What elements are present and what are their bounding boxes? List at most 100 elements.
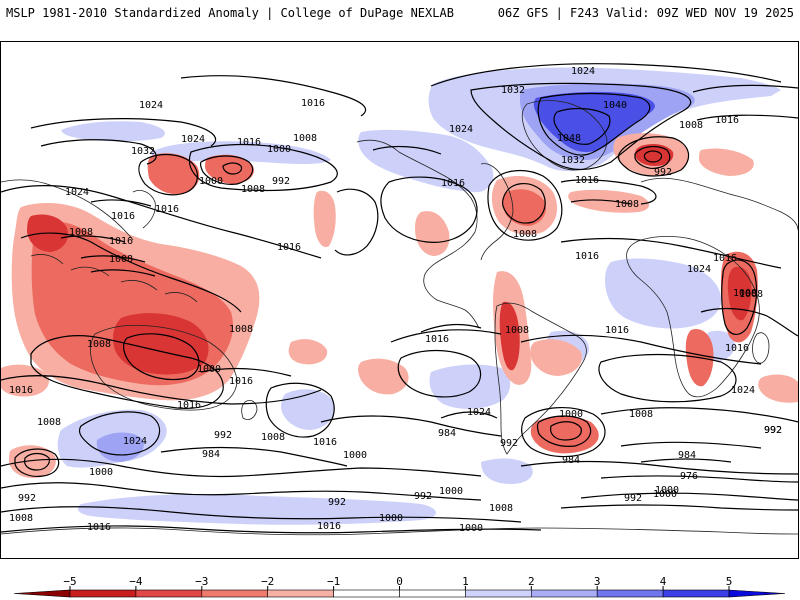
isobar-label: 984 [678, 450, 696, 461]
colorbar-segment [465, 589, 532, 598]
isobar-label: 1008 [513, 229, 537, 240]
isobar-label: 1000 [343, 450, 367, 461]
negative-anomaly-west-pacific-low [147, 153, 200, 195]
isobar-1024-south-atlantic-high [598, 353, 737, 403]
isobar-label: 992 [272, 176, 290, 187]
isobar-1016-west-pacific-2 [90, 199, 152, 207]
colorbar-segment [333, 589, 400, 598]
isobar-992-europe-low [643, 150, 663, 163]
positive-anomaly-south-pacific [281, 389, 335, 430]
isobar-1008-south-pacific [320, 415, 502, 437]
isobar-label: 1016 [9, 385, 33, 396]
isobar-label: 992 [414, 491, 432, 502]
isobar-1000-us-east [502, 183, 546, 224]
isobar-1008-south-indian [600, 407, 798, 423]
isobar-label: 992 [18, 493, 36, 504]
isobar-992-southern-ocean [1, 482, 482, 501]
isobar-label: 1016 [237, 137, 261, 148]
isobar-label: 1024 [571, 66, 595, 77]
isobar-label: 1000 [559, 409, 583, 420]
isobar-1016-south-atlantic [520, 334, 762, 365]
positive-anomaly-north-pacific [61, 121, 165, 142]
coast-asia-west [1, 179, 134, 241]
coastlines [1, 100, 798, 536]
isobar-1000-australia [123, 333, 200, 381]
isobar-label: 1016 [317, 521, 341, 532]
coast-new-zealand [241, 400, 258, 420]
isobar-label: 1000 [267, 144, 291, 155]
isobar-label: 984 [438, 428, 456, 439]
isobar-1016-south-america [420, 323, 482, 333]
isobar-1024-south-pacific [397, 349, 482, 398]
isobar-1016-africa [560, 237, 782, 269]
isobar-1008-europe-low [617, 136, 690, 177]
isobar-label: 1016 [425, 334, 449, 345]
isobar-1016-indopacific [1, 185, 322, 259]
isobar-label: 1000 [655, 485, 679, 496]
coast-australia [90, 324, 238, 411]
isobar-label: 1000 [459, 523, 483, 534]
isobar-1032-greenland [470, 82, 692, 171]
isobar-label: 992 [764, 425, 782, 436]
isobar-label: 1040 [603, 100, 627, 111]
isobar-label: 1008 [629, 409, 653, 420]
isobar-label: 992 [328, 497, 346, 508]
isobar-label: 1048 [557, 133, 581, 144]
colorbar-segments [13, 589, 786, 598]
isobar-1048-greenland [553, 107, 611, 145]
isobar-label: 1016 [229, 376, 253, 387]
positive-anomaly-antarctic [77, 494, 436, 525]
positive-anomaly-southern-ocean-w-core [96, 432, 144, 462]
isobar-label: 1008 [739, 289, 763, 300]
isobar-1008-australia [30, 335, 224, 409]
isobar-label: 1016 [177, 400, 201, 411]
map-title: MSLP 1981-2010 Standardized Anomaly | Co… [6, 6, 454, 20]
isobar-1000-aleutian [200, 155, 254, 185]
isobar-1008-atlantic [570, 199, 632, 205]
isobar-label: 1008 [37, 417, 61, 428]
isobar-1016-central-pacific-south [200, 367, 292, 377]
isobar-984-southern-ocean [160, 446, 348, 467]
isobar-1008-east-africa [721, 259, 758, 335]
positive-anomaly-east-asia [151, 141, 331, 164]
isobar-label: 1008 [229, 324, 253, 335]
isobar-1016-asia-2 [80, 255, 146, 263]
isobar-label: 1016 [713, 253, 737, 264]
negative-anomaly-central-pacific [313, 190, 336, 248]
colorbar-tick-label: 3 [593, 575, 601, 588]
isobar-1024-north-america [372, 145, 442, 155]
isobar-1016-east-indian [700, 307, 798, 337]
isobar-label: 1016 [301, 98, 325, 109]
negative-anomaly-europe-core [635, 144, 674, 166]
isobar-1008-chile [440, 411, 498, 419]
isobar-1016-antarctic [1, 525, 542, 534]
isobar-label: 1008 [293, 133, 317, 144]
isobar-label: 1024 [731, 385, 755, 396]
positive-anomaly-south-atlantic [429, 364, 511, 409]
isobar-992-aleutian [222, 162, 243, 175]
isobar-label: 1016 [155, 204, 179, 215]
colorbar-segment [530, 589, 598, 598]
negative-anomaly-east-africa-core [727, 266, 752, 321]
colorbar-segment [201, 589, 269, 598]
coast-africa [626, 236, 760, 398]
isobar-992-east-far [560, 504, 798, 511]
isobar-label: 1016 [87, 522, 111, 533]
isobar-label: 1000 [379, 513, 403, 524]
colorbar-tick-label: 5 [725, 575, 733, 588]
positive-anomaly-north-america [358, 129, 494, 192]
colorbar-ticks [69, 586, 730, 590]
coast-antarctica [1, 527, 798, 536]
isobar-label: 1016 [441, 178, 465, 189]
colorbar-segment [399, 589, 466, 598]
colorbar-tick-label: −3 [195, 575, 209, 588]
isobar-1000-southern-ocean [1, 458, 482, 478]
isobar-label: 1016 [725, 343, 749, 354]
colorbar-tick-label: 1 [462, 575, 469, 588]
isobar-label: 1016 [277, 242, 301, 253]
colorbar-arrow-high [728, 589, 786, 598]
negative-anomaly-us-south [415, 211, 450, 256]
isobar-label: 1016 [715, 115, 739, 126]
negative-anomaly-aleutian-low [205, 154, 254, 184]
negative-anomaly-us-east-mid [503, 189, 547, 226]
